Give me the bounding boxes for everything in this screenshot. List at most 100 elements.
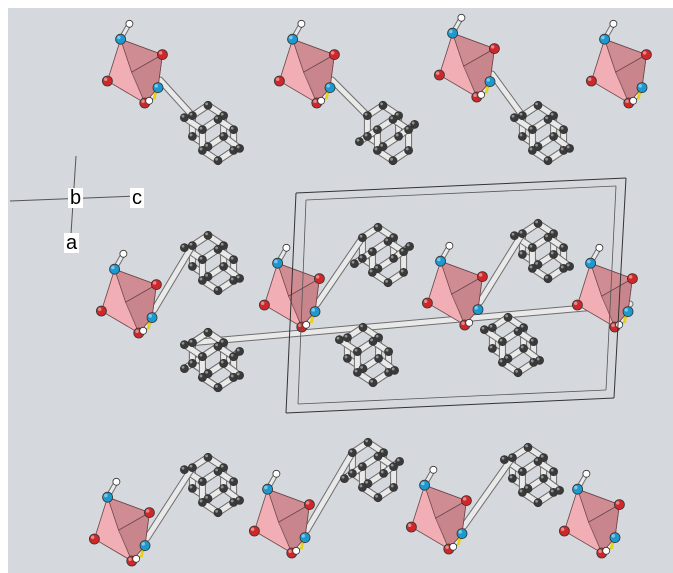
carbon-atom — [235, 495, 244, 505]
oxygen-atom-highlight — [135, 329, 139, 333]
carbon-atom — [373, 451, 383, 461]
carbon-atom-highlight — [351, 260, 355, 264]
bond — [151, 243, 195, 313]
carbon-atom-highlight — [369, 248, 373, 252]
hydrogen-atom — [282, 243, 291, 252]
carbon-atom-highlight — [341, 475, 345, 479]
hydrogen-atom — [139, 326, 148, 335]
carbon-atom-highlight — [354, 369, 358, 373]
carbon-atom — [533, 456, 543, 466]
bond — [304, 450, 355, 533]
unit-cell-edge — [605, 185, 617, 391]
carbon-atom-highlight — [365, 439, 368, 443]
nitrogen-atom-highlight — [474, 306, 478, 310]
carbon-atom — [384, 347, 393, 357]
carbon-atom-highlight — [530, 359, 534, 363]
carbon-atom-highlight — [499, 359, 503, 363]
carbon-atom-highlight — [236, 372, 240, 376]
carbon-atom — [399, 247, 408, 257]
bond — [189, 301, 633, 346]
nitrogen-atom — [419, 479, 431, 491]
carbon-atom — [528, 125, 537, 135]
carbon-atom — [539, 473, 548, 483]
hydrogen-atom-highlight — [113, 479, 117, 482]
carbon-atom — [203, 100, 213, 110]
carbon-atom-highlight — [530, 338, 534, 342]
nitrogen-atom-highlight — [587, 259, 591, 264]
carbon-atom-highlight — [515, 369, 518, 373]
carbon-atom — [518, 229, 527, 239]
hydrogen-atom-highlight — [146, 98, 150, 101]
oxygen-atom — [313, 273, 325, 285]
carbon-atom — [353, 347, 362, 357]
nitrogen-atom-highlight — [111, 265, 115, 270]
carbon-atom — [350, 259, 359, 269]
carbon-atom-highlight — [375, 453, 378, 457]
carbon-atom — [373, 125, 382, 135]
carbon-atom — [235, 143, 244, 153]
oxygen-atom-highlight — [288, 549, 292, 553]
carbon-atom — [503, 312, 513, 322]
carbon-atom — [528, 145, 537, 155]
carbon-atom — [565, 143, 574, 153]
oxygen-atom-highlight — [97, 307, 102, 311]
unit-cell-edge — [613, 177, 627, 399]
hydrogen-atom — [292, 546, 301, 555]
carbon-atom — [535, 355, 544, 365]
nitrogen-atom-highlight — [301, 534, 305, 538]
carbon-atom-highlight — [189, 485, 193, 489]
oxygen-atom — [156, 49, 168, 60]
nitrogen-atom — [102, 491, 113, 503]
carbon-atom — [213, 508, 223, 518]
carbon-atom-highlight — [550, 251, 554, 255]
hydrogen-atom — [132, 554, 141, 563]
carbon-atom-highlight — [509, 475, 513, 479]
carbon-atom-highlight — [390, 157, 393, 161]
hydrogen-atom — [477, 90, 486, 99]
unit-cell-edge — [285, 397, 615, 414]
hydrogen-atom — [615, 320, 624, 329]
structure-viewport[interactable]: b c a — [8, 8, 673, 573]
hydrogen-atom-highlight — [603, 548, 607, 551]
carbon-atom — [358, 482, 367, 492]
carbon-atom-highlight — [215, 509, 219, 513]
carbon-atom — [368, 247, 377, 257]
hydrogen-atom — [317, 96, 326, 105]
nitrogen-atom-highlight — [326, 84, 330, 88]
carbon-atom-highlight — [545, 275, 548, 279]
carbon-atom — [188, 483, 197, 493]
oxygen-atom-highlight — [598, 549, 602, 553]
carbon-atom — [188, 131, 197, 141]
carbon-atom — [213, 114, 223, 124]
carbon-atom-highlight — [375, 334, 379, 338]
nitrogen-atom — [609, 532, 621, 543]
carbon-atom-highlight — [380, 470, 384, 474]
oxygen-atom-highlight — [473, 93, 477, 97]
carbon-atom — [383, 278, 393, 288]
carbon-atom-highlight — [375, 224, 378, 228]
carbon-atom-highlight — [519, 230, 523, 234]
hydrogen-atom — [272, 469, 281, 478]
carbon-atom — [508, 473, 517, 483]
carbon-atom-highlight — [529, 265, 533, 269]
oxygen-atom-highlight — [560, 527, 565, 531]
carbon-atom — [549, 249, 558, 259]
carbon-atom-highlight — [199, 374, 203, 378]
carbon-atom-highlight — [525, 485, 528, 489]
nitrogen-atom-highlight — [458, 530, 462, 534]
carbon-atom-highlight — [364, 112, 368, 116]
carbon-atom — [513, 326, 523, 336]
oxygen-atom — [586, 75, 597, 87]
carbon-atom-highlight — [215, 287, 219, 291]
carbon-atom-highlight — [236, 497, 240, 501]
oxygen-atom — [614, 499, 625, 511]
carbon-atom-highlight — [215, 384, 219, 388]
carbon-atom — [389, 482, 398, 492]
oxygen-atom — [102, 75, 113, 87]
oxygen-atom-highlight — [625, 99, 629, 103]
carbon-atom-highlight — [529, 147, 533, 151]
nitrogen-atom-highlight — [289, 35, 293, 40]
carbon-atom-highlight — [489, 324, 493, 328]
carbon-atom — [555, 485, 564, 495]
carbon-atom — [518, 249, 527, 259]
